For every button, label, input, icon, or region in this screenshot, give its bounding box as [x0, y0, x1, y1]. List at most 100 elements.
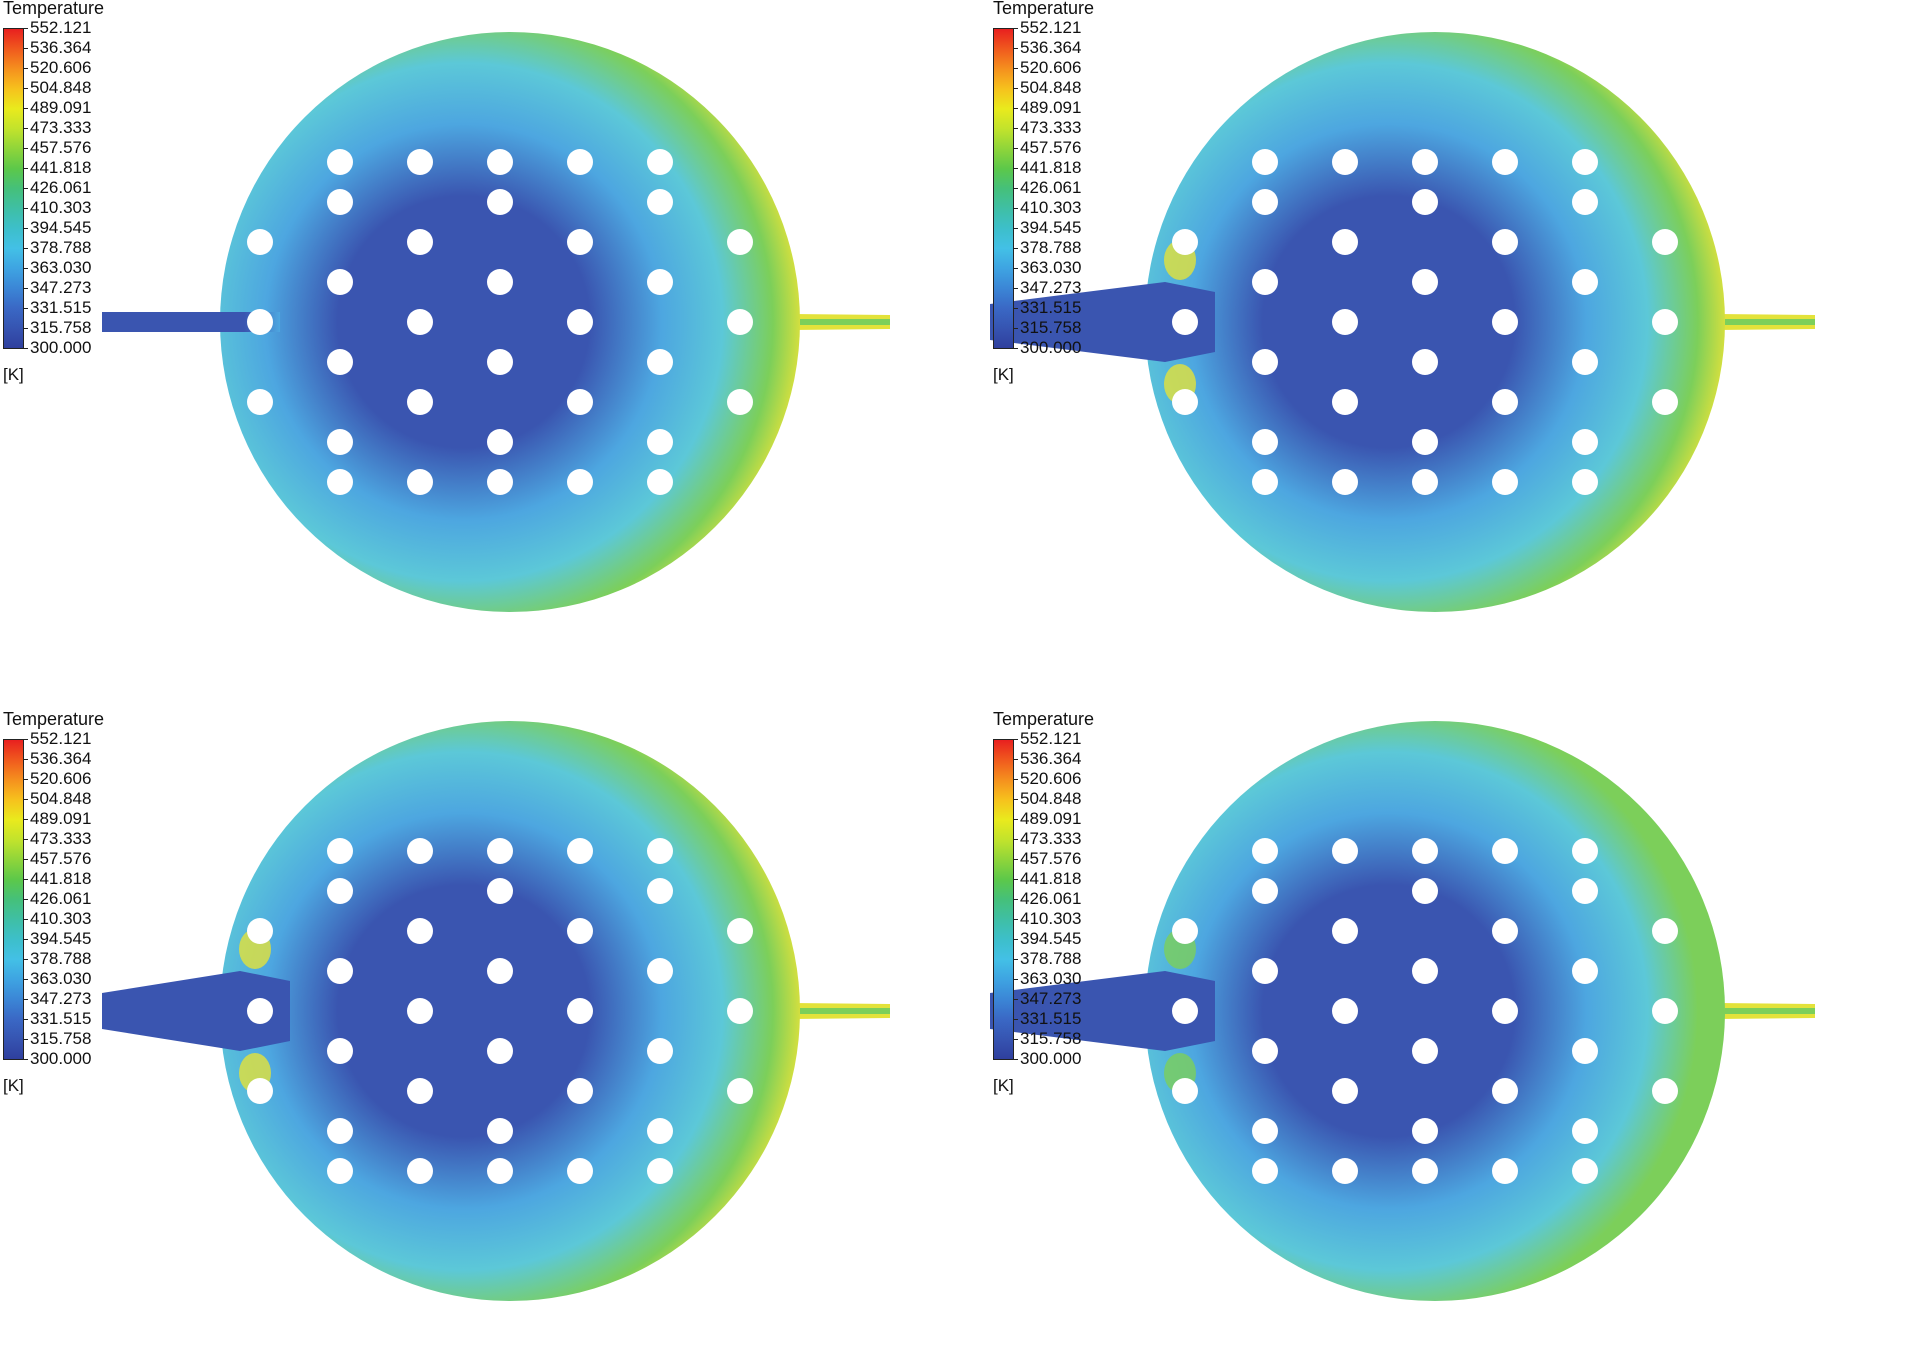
legend-tick-label: 520.606	[1020, 58, 1082, 77]
temperature-contour-plot	[102, 32, 890, 612]
tube-hole	[327, 269, 353, 295]
tube-hole	[1572, 838, 1598, 864]
legend-tick-mark	[1014, 308, 1018, 309]
legend-tick-mark	[1014, 739, 1018, 740]
legend-tick-mark	[24, 859, 28, 860]
tube-hole	[1652, 389, 1678, 415]
legend-tick-mark	[24, 48, 28, 49]
tube-hole	[487, 149, 513, 175]
legend-tick-mark	[1014, 248, 1018, 249]
tube-hole	[1332, 229, 1358, 255]
legend-tick-label: 300.000	[30, 338, 92, 357]
legend-tick-label: 504.848	[1020, 78, 1082, 97]
legend-tick-label: 504.848	[30, 789, 92, 808]
tube-hole	[727, 918, 753, 944]
legend-tick-label: 300.000	[1020, 1049, 1082, 1068]
tube-hole	[1492, 998, 1518, 1024]
tube-hole	[1572, 1158, 1598, 1184]
temperature-contour-plot	[990, 32, 1815, 612]
legend-tick-mark	[24, 899, 28, 900]
inlet-duct	[990, 282, 1215, 362]
tube-hole	[1252, 149, 1278, 175]
tube-hole	[1252, 958, 1278, 984]
legend-tick-mark	[24, 939, 28, 940]
tube-hole	[1252, 269, 1278, 295]
legend-tick-label: 520.606	[1020, 769, 1082, 788]
tube-hole	[1412, 269, 1438, 295]
tube-hole	[1412, 1118, 1438, 1144]
tube-hole	[247, 229, 273, 255]
legend-tick-mark	[24, 248, 28, 249]
tube-hole	[567, 998, 593, 1024]
legend-unit: [K]	[993, 365, 1014, 384]
legend-tick-mark	[24, 348, 28, 349]
legend-tick-mark	[1014, 48, 1018, 49]
legend-tick-label: 426.061	[30, 889, 92, 908]
tube-hole	[647, 1118, 673, 1144]
tube-hole	[1172, 389, 1198, 415]
legend-tick-mark	[1014, 208, 1018, 209]
legend-tick-label: 410.303	[1020, 909, 1082, 928]
legend-tick-label: 410.303	[1020, 198, 1082, 217]
inlet-duct	[990, 971, 1215, 1051]
tube-hole	[327, 878, 353, 904]
temperature-legend: Temperature 552.121 536.364 520.606 504.848…	[0, 709, 130, 1111]
tube-hole	[1412, 349, 1438, 375]
legend-tick-mark	[1014, 288, 1018, 289]
tube-hole	[647, 149, 673, 175]
legend-unit: [K]	[3, 365, 24, 384]
inlet-duct	[102, 312, 280, 332]
tube-hole	[647, 878, 673, 904]
legend-tick-label: 489.091	[30, 98, 92, 117]
tube-hole	[407, 309, 433, 335]
tube-hole	[727, 998, 753, 1024]
tube-hole	[327, 958, 353, 984]
tube-hole	[1332, 309, 1358, 335]
legend-tick-mark	[24, 108, 28, 109]
legend-tick-mark	[24, 188, 28, 189]
tube-hole	[1412, 429, 1438, 455]
panel-bottom-left: Temperature 552.121 536.364 520.606 504.848…	[0, 709, 952, 1372]
tube-hole	[1332, 1078, 1358, 1104]
tube-hole	[1572, 958, 1598, 984]
tube-hole	[327, 349, 353, 375]
tube-hole	[247, 1078, 273, 1104]
legend-tick-label: 347.273	[30, 278, 92, 297]
legend-tick-mark	[1014, 999, 1018, 1000]
legend-tick-mark	[1014, 68, 1018, 69]
tube-hole	[487, 1118, 513, 1144]
tube-hole	[487, 838, 513, 864]
tube-hole	[487, 958, 513, 984]
tube-hole	[1412, 149, 1438, 175]
legend-tick-label: 410.303	[30, 909, 92, 928]
tube-hole	[247, 998, 273, 1024]
tube-hole	[1572, 149, 1598, 175]
legend-tick-label: 315.758	[1020, 1029, 1082, 1048]
panel-bottom-right: Temperature 552.121 536.364 520.606 504.848…	[990, 709, 1905, 1372]
outlet-core	[1725, 1008, 1815, 1014]
legend-tick-label: 457.576	[1020, 849, 1082, 868]
temperature-legend: Temperature 552.121 536.364 520.606 504.848…	[990, 0, 1120, 400]
tube-hole	[327, 1118, 353, 1144]
legend-unit: [K]	[3, 1076, 24, 1095]
tube-hole	[1412, 1038, 1438, 1064]
tube-hole	[567, 838, 593, 864]
legend-tick-mark	[1014, 188, 1018, 189]
tube-hole	[247, 389, 273, 415]
legend-tick-mark	[24, 959, 28, 960]
legend-tick-label: 347.273	[1020, 989, 1082, 1008]
tube-hole	[1652, 309, 1678, 335]
tube-hole	[1172, 998, 1198, 1024]
legend-tick-label: 378.788	[1020, 238, 1082, 257]
tube-hole	[1652, 918, 1678, 944]
legend-title: Temperature	[993, 0, 1095, 18]
tube-hole	[1412, 878, 1438, 904]
tube-hole	[1572, 1118, 1598, 1144]
legend-tick-label: 489.091	[1020, 98, 1082, 117]
legend-tick-label: 426.061	[1020, 178, 1082, 197]
legend-tick-label: 347.273	[1020, 278, 1082, 297]
legend-tick-label: 410.303	[30, 198, 92, 217]
legend-tick-label: 315.758	[30, 318, 92, 337]
legend-tick-label: 473.333	[1020, 829, 1082, 848]
tube-hole	[327, 429, 353, 455]
